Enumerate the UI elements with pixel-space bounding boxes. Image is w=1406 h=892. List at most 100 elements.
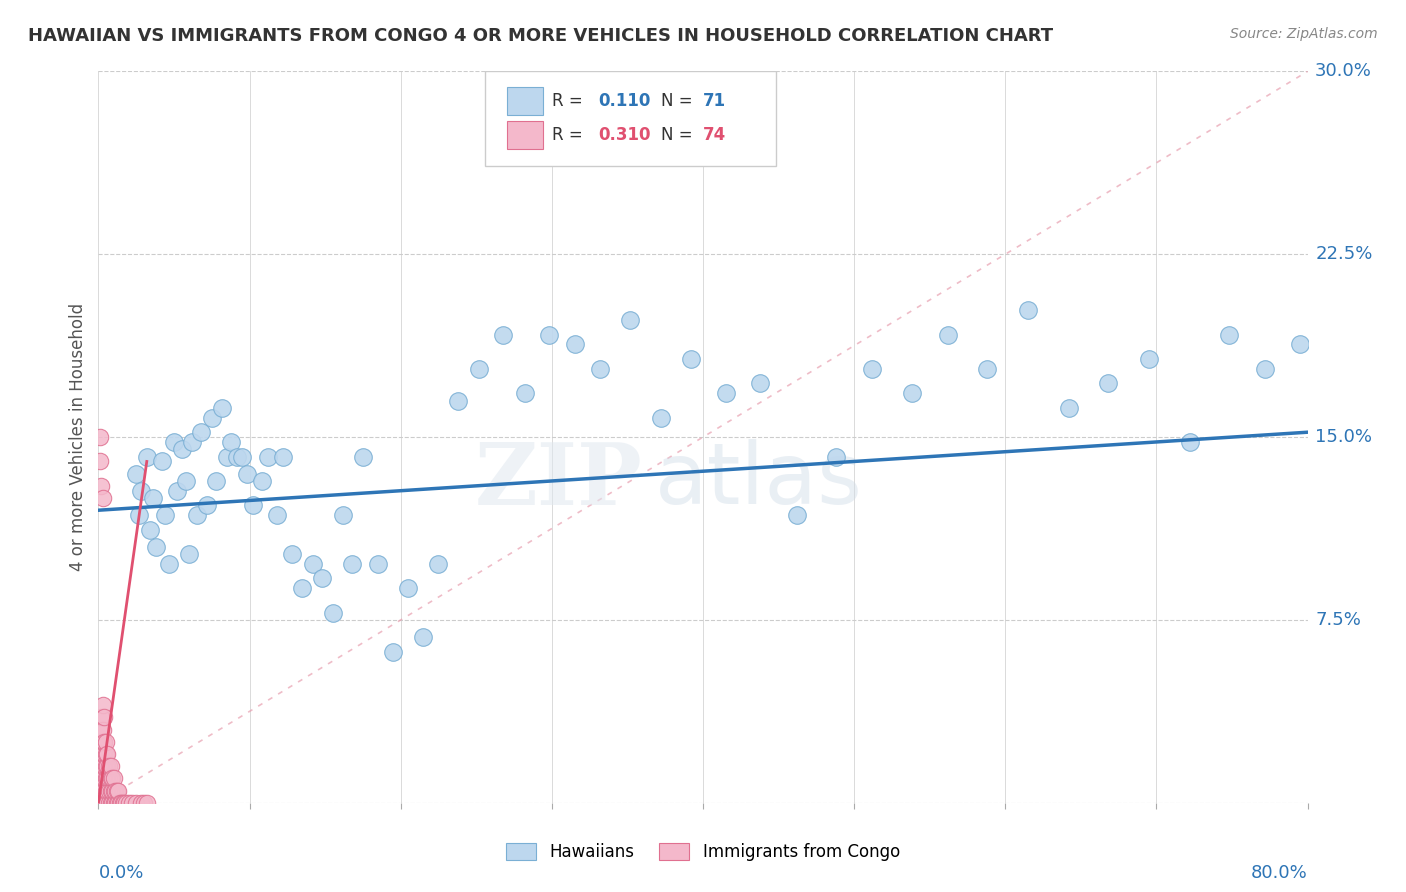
Point — [311, 572, 333, 586]
Point — [129, 796, 152, 810]
Point — [91, 772, 114, 786]
Point — [786, 508, 808, 522]
Text: ZIP: ZIP — [475, 439, 643, 523]
Point — [93, 735, 115, 749]
Point — [105, 796, 128, 810]
Point — [98, 772, 121, 786]
Point — [96, 747, 118, 761]
Point — [145, 540, 167, 554]
Point — [108, 796, 131, 810]
Point — [679, 352, 702, 367]
Text: 71: 71 — [703, 93, 725, 111]
Point — [90, 723, 112, 737]
Point — [271, 450, 294, 464]
Point — [100, 796, 122, 810]
Point — [266, 508, 288, 522]
Point — [900, 386, 922, 401]
Point — [352, 450, 374, 464]
Text: 7.5%: 7.5% — [1315, 611, 1361, 629]
Point — [181, 434, 204, 449]
Point — [90, 747, 112, 761]
Point — [447, 393, 470, 408]
Point — [105, 783, 128, 797]
Point — [98, 783, 121, 797]
Point — [101, 783, 124, 797]
Point — [90, 772, 112, 786]
Point — [104, 783, 127, 797]
Point — [93, 796, 115, 810]
Text: 0.110: 0.110 — [598, 93, 650, 111]
Point — [110, 796, 132, 810]
Point — [976, 361, 998, 376]
Point — [89, 759, 111, 773]
Point — [96, 783, 118, 797]
Point — [94, 772, 117, 786]
Point — [221, 434, 243, 449]
Point — [135, 796, 157, 810]
Point — [1097, 376, 1119, 391]
Point — [427, 557, 450, 571]
Point — [90, 710, 112, 724]
Point — [103, 772, 125, 786]
FancyBboxPatch shape — [485, 71, 776, 167]
Point — [231, 450, 253, 464]
Point — [139, 523, 162, 537]
Point — [242, 499, 264, 513]
Point — [94, 735, 117, 749]
Point — [98, 796, 121, 810]
Point — [179, 547, 201, 561]
Point — [111, 796, 134, 810]
Point — [89, 796, 111, 810]
Point — [91, 698, 114, 713]
Point — [367, 557, 389, 571]
Point — [89, 430, 111, 444]
Y-axis label: 4 or more Vehicles in Household: 4 or more Vehicles in Household — [69, 303, 87, 571]
Point — [714, 386, 737, 401]
Point — [100, 772, 122, 786]
Point — [91, 723, 114, 737]
Point — [163, 434, 186, 449]
Point — [91, 783, 114, 797]
FancyBboxPatch shape — [508, 121, 543, 149]
Point — [153, 508, 176, 522]
Point — [1017, 303, 1039, 318]
Text: 74: 74 — [703, 126, 727, 144]
Point — [114, 796, 136, 810]
Point — [564, 337, 586, 351]
Point — [98, 759, 121, 773]
Point — [103, 783, 125, 797]
Point — [91, 735, 114, 749]
Text: N =: N = — [661, 126, 697, 144]
Point — [142, 491, 165, 505]
Point — [342, 557, 364, 571]
Point — [96, 759, 118, 773]
Point — [860, 361, 883, 376]
Point — [101, 772, 124, 786]
Point — [215, 450, 238, 464]
Point — [170, 442, 193, 457]
Point — [936, 327, 959, 342]
Text: 0.0%: 0.0% — [98, 863, 143, 882]
Point — [322, 606, 344, 620]
Point — [226, 450, 249, 464]
Point — [513, 386, 536, 401]
Point — [96, 796, 118, 810]
Point — [205, 474, 228, 488]
Point — [90, 479, 112, 493]
Text: 30.0%: 30.0% — [1315, 62, 1372, 80]
Text: N =: N = — [661, 93, 697, 111]
Text: R =: R = — [551, 126, 588, 144]
Legend: Hawaiians, Immigrants from Congo: Hawaiians, Immigrants from Congo — [499, 836, 907, 868]
Point — [96, 772, 118, 786]
Point — [90, 735, 112, 749]
Point — [211, 401, 233, 415]
Point — [94, 747, 117, 761]
Point — [132, 796, 155, 810]
Point — [166, 483, 188, 498]
Point — [90, 783, 112, 797]
Point — [125, 467, 148, 481]
Point — [93, 759, 115, 773]
Point — [93, 783, 115, 797]
Text: 22.5%: 22.5% — [1315, 245, 1372, 263]
Point — [492, 327, 515, 342]
